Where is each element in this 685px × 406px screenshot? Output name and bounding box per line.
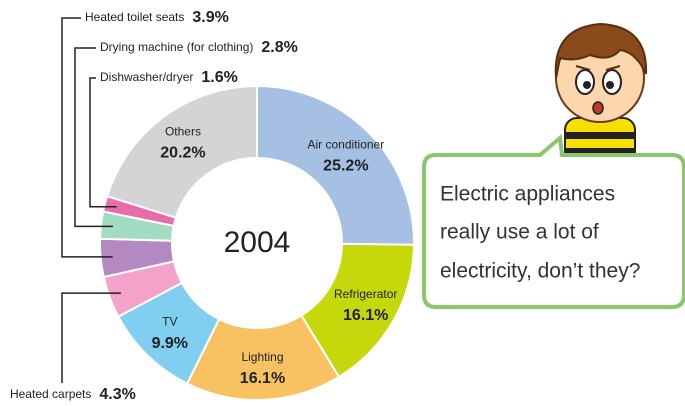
category-label: Drying machine (for clothing) [100, 40, 253, 54]
speech-bubble [422, 134, 685, 309]
value-label: 2.8% [261, 39, 297, 56]
value-label: 16.1% [240, 370, 285, 387]
category-label: Others [165, 124, 201, 138]
category-label: Heated toilet seats [85, 10, 184, 24]
center-label: 2004 [224, 226, 291, 259]
leader-line [61, 17, 113, 258]
value-label: 20.2% [160, 145, 205, 162]
leader-line [89, 77, 117, 208]
category-label: Dishwasher/dryer [100, 70, 193, 84]
slice-label: Heated toilet seats 3.9% [85, 9, 229, 26]
category-label: TV [162, 315, 177, 329]
category-label: Air conditioner [308, 137, 385, 151]
slice-label: Heated carpets 4.3% [10, 386, 136, 403]
value-label: 25.2% [323, 157, 368, 174]
value-label: 3.9% [192, 9, 228, 26]
value-label: 16.1% [343, 307, 388, 324]
category-label: Lighting [241, 350, 283, 364]
slice [105, 84, 258, 219]
slice [256, 84, 415, 246]
leader-line [61, 292, 121, 383]
value-label: 9.9% [152, 335, 188, 352]
boy-illustration [554, 22, 648, 164]
speech-line: Electric appliances [440, 183, 615, 206]
leader-line [74, 47, 113, 228]
category-label: Refrigerator [334, 287, 397, 301]
value-label: 1.6% [201, 69, 237, 86]
slice-label: Dishwasher/dryer 1.6% [100, 69, 238, 86]
slice-label: Drying machine (for clothing) 2.8% [100, 39, 298, 56]
value-label: 4.3% [99, 386, 135, 403]
speech-line: really use a lot of [440, 221, 599, 244]
category-label: Heated carpets [10, 387, 91, 401]
speech-line: electricity, don’t they? [440, 260, 640, 283]
